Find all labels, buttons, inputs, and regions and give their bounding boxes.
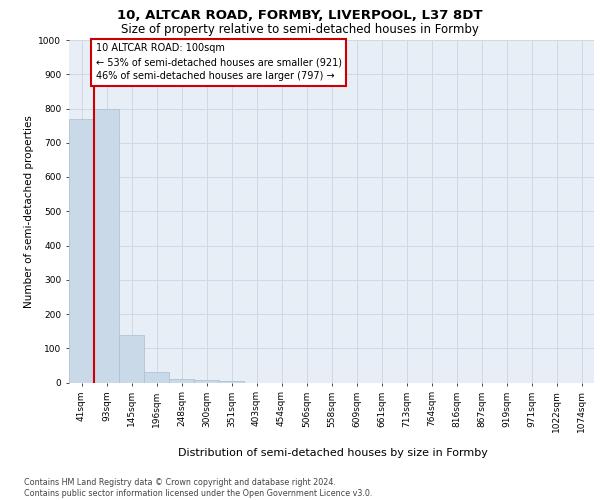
Bar xyxy=(219,381,244,382)
Text: Contains HM Land Registry data © Crown copyright and database right 2024.
Contai: Contains HM Land Registry data © Crown c… xyxy=(24,478,373,498)
Text: 10 ALTCAR ROAD: 100sqm
← 53% of semi-detached houses are smaller (921)
46% of se: 10 ALTCAR ROAD: 100sqm ← 53% of semi-det… xyxy=(96,44,342,82)
Bar xyxy=(94,108,119,382)
Bar xyxy=(194,380,219,382)
Bar xyxy=(144,372,169,382)
Text: Size of property relative to semi-detached houses in Formby: Size of property relative to semi-detach… xyxy=(121,22,479,36)
Bar xyxy=(119,334,144,382)
Text: Distribution of semi-detached houses by size in Formby: Distribution of semi-detached houses by … xyxy=(178,448,488,458)
Text: 10, ALTCAR ROAD, FORMBY, LIVERPOOL, L37 8DT: 10, ALTCAR ROAD, FORMBY, LIVERPOOL, L37 … xyxy=(117,9,483,22)
Bar xyxy=(69,119,94,382)
Y-axis label: Number of semi-detached properties: Number of semi-detached properties xyxy=(24,115,34,308)
Bar xyxy=(169,379,194,382)
